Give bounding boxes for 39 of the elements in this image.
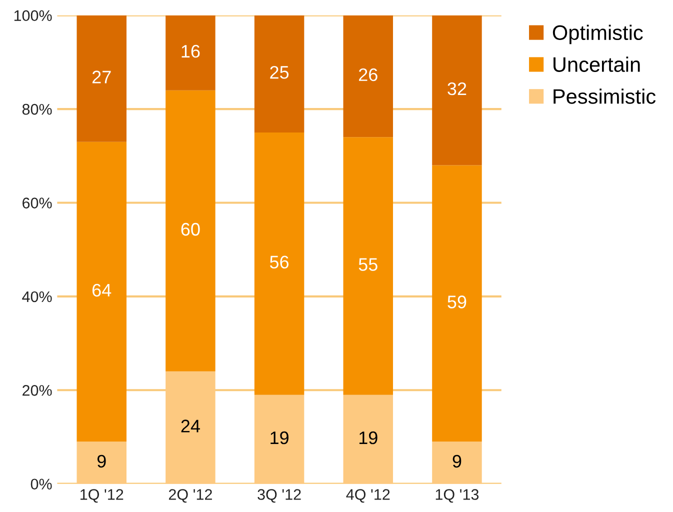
data-label: 9 <box>452 454 462 468</box>
y-tick-label: 20% <box>22 385 52 396</box>
x-tick-label: 3Q '12 <box>258 489 301 503</box>
y-tick-label: 0% <box>30 478 52 490</box>
bar <box>343 137 394 395</box>
bar <box>254 132 304 395</box>
y-tick-label: 80% <box>22 104 52 115</box>
y-tick-label: 40% <box>22 291 52 302</box>
x-tick-label: 2Q '12 <box>168 489 212 503</box>
data-label: 32 <box>448 82 466 96</box>
data-label: 27 <box>92 70 111 84</box>
data-label: 60 <box>181 222 200 236</box>
data-label: 16 <box>182 44 200 58</box>
x-tick-label: 4Q '12 <box>346 489 390 503</box>
legend-label: Optimistic <box>552 24 643 44</box>
data-label: 25 <box>270 66 289 79</box>
bar <box>166 90 216 372</box>
data-label: 19 <box>270 431 288 444</box>
data-label: 56 <box>270 256 289 268</box>
y-tick-label: 100% <box>14 10 52 22</box>
bar <box>76 142 126 442</box>
bar <box>343 15 394 138</box>
data-label: 9 <box>97 454 106 468</box>
bar <box>166 15 216 90</box>
bar <box>254 15 304 132</box>
bar <box>76 15 126 142</box>
data-label: 64 <box>92 284 112 297</box>
bar <box>432 165 482 442</box>
legend-label: Pessimistic <box>554 88 656 104</box>
x-tick-label: 1Q '12 <box>80 489 124 503</box>
data-label: 24 <box>181 420 200 432</box>
bar <box>432 15 482 166</box>
data-label: 19 <box>359 431 378 444</box>
y-tick-label: 60% <box>22 198 52 208</box>
data-label: 59 <box>448 296 466 308</box>
data-label: 55 <box>358 258 378 271</box>
legend-label: Uncertain <box>554 56 640 72</box>
x-tick-label: 1Q '13 <box>436 489 479 503</box>
data-label: 26 <box>359 68 378 82</box>
